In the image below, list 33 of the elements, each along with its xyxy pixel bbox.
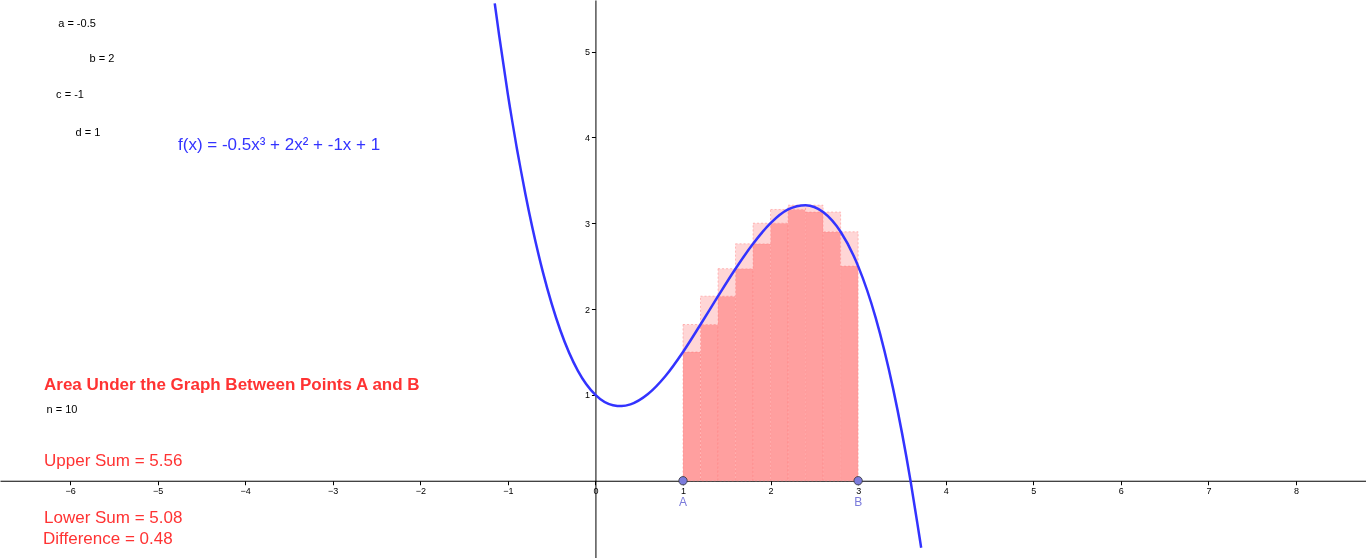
x-tick-label: −6 — [65, 486, 76, 497]
x-tick-label: 7 — [1206, 486, 1212, 497]
x-tick-label: −4 — [240, 486, 251, 497]
annotation: Upper Sum = 5.56 — [44, 451, 183, 470]
x-tick-label: −5 — [152, 486, 164, 497]
y-tick-label: 2 — [584, 304, 590, 315]
annotation: n = 10 — [46, 403, 78, 415]
annotation: d = 1 — [75, 126, 101, 138]
y-tick-label: 1 — [584, 390, 590, 401]
y-tick-label: 4 — [584, 132, 590, 143]
annotation: A — [678, 494, 688, 509]
text: Area Under the Graph Between Points A and B — [44, 375, 420, 394]
annotation: a = -0.5 — [58, 17, 96, 29]
x-tick-label: −2 — [415, 486, 426, 497]
y-tick-label: 5 — [584, 47, 590, 58]
x-tick-label: 6 — [1118, 486, 1124, 497]
y-tick-label: 3 — [584, 218, 590, 229]
annotation: Lower Sum = 5.08 — [44, 508, 183, 527]
x-tick-label: 1 — [680, 486, 687, 497]
annotation: B — [854, 494, 863, 509]
x-tick-label: 2 — [768, 486, 774, 497]
x-tick-label: 8 — [1293, 486, 1299, 497]
annotation: Difference = 0.48 — [43, 529, 173, 548]
x-tick-label: 5 — [1031, 486, 1037, 497]
x-tick-label: 4 — [943, 486, 949, 497]
line-series — [493, 2, 923, 549]
annotation: b = 2 — [89, 52, 115, 64]
annotation: f(x) = -0.5x³ + 2x² + -1x + 1 — [178, 135, 381, 154]
x-tick-label: −3 — [328, 486, 339, 497]
x-tick-label: 0 — [593, 486, 599, 497]
x-tick-label: −1 — [503, 486, 514, 497]
annotation: c = -1 — [56, 88, 84, 100]
x-tick-label: 3 — [856, 486, 862, 497]
